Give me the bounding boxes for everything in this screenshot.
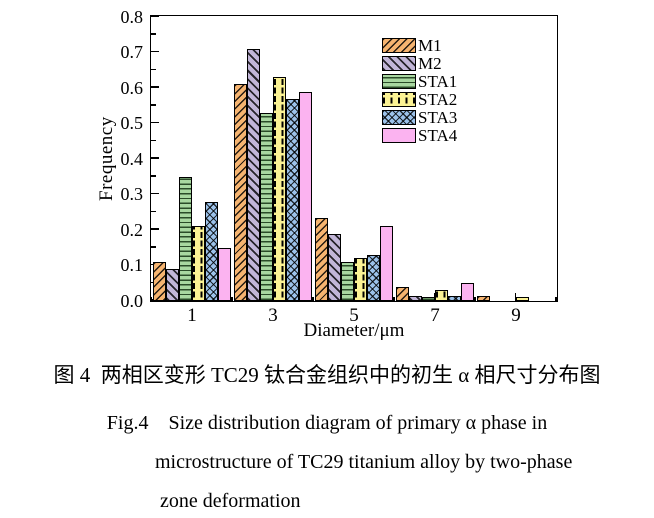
y-tick-label: 0.2 <box>120 219 144 240</box>
y-major-tick <box>151 86 159 88</box>
x-minor-tick <box>474 296 476 301</box>
legend-label-sta1: STA1 <box>418 71 458 91</box>
bar-sta4-d3 <box>298 91 312 301</box>
caption-english-2: microstructure of TC29 titanium alloy by… <box>155 451 573 473</box>
y-tick-label: 0.3 <box>120 184 144 204</box>
legend-label-sta3: STA3 <box>418 107 458 127</box>
bar-m1-d7 <box>395 286 409 301</box>
bar-sta3-d3 <box>285 98 299 301</box>
y-minor-tick <box>151 210 156 212</box>
x-tick-label: 3 <box>268 305 278 326</box>
x-tick-label: 5 <box>349 305 359 326</box>
x-major-tick <box>514 293 517 301</box>
legend-label-m2: M2 <box>418 53 442 73</box>
plot-area <box>150 15 558 302</box>
bar-m1-d3 <box>233 84 247 301</box>
y-tick-label: 0.5 <box>120 113 144 133</box>
caption-english-3: zone deformation <box>160 490 301 512</box>
legend-swatch-m1 <box>382 37 416 53</box>
y-minor-tick <box>151 104 156 106</box>
bar-sta4-d7 <box>460 283 474 301</box>
bar-sta4-d1 <box>217 247 231 301</box>
bar-sta4-d5 <box>379 226 393 301</box>
chart: Frequency Diameter/μm M1 M2 STA1 STA2 <box>96 6 558 341</box>
bar-m1-d5 <box>314 217 328 301</box>
bar-m2-d5 <box>327 233 341 301</box>
bar-m1-d9 <box>476 296 490 301</box>
bar-sta3-d1 <box>204 201 218 301</box>
bar-sta2-d7 <box>434 290 448 301</box>
x-minor-tick <box>312 296 314 301</box>
y-minor-tick <box>151 33 156 35</box>
x-minor-tick <box>393 296 395 301</box>
legend-swatch-sta4 <box>382 127 416 143</box>
y-minor-tick <box>151 139 156 141</box>
legend-item-m2: M2 <box>382 54 457 72</box>
y-tick-label: 0.0 <box>120 290 144 311</box>
bar-sta3-d7 <box>447 295 461 301</box>
x-minor-tick <box>150 296 152 301</box>
y-tick-label: 0.1 <box>120 255 144 275</box>
caption-chinese: 图 4 两相区变形 TC29 钛合金组织中的初生 α 相尺寸分布图 <box>53 363 601 387</box>
x-tick-label: 9 <box>511 305 521 326</box>
legend-swatch-sta1 <box>382 73 416 89</box>
caption-english-1: Fig.4 Size distribution diagram of prima… <box>106 412 548 434</box>
bar-sta2-d3 <box>272 77 286 301</box>
x-minor-tick <box>555 296 557 301</box>
bar-sta3-d5 <box>366 254 380 301</box>
legend-item-sta4: STA4 <box>382 126 457 144</box>
legend-item-sta2: STA2 <box>382 90 457 108</box>
y-minor-tick <box>151 175 156 177</box>
legend-swatch-sta3 <box>382 109 416 125</box>
bar-sta1-d1 <box>178 176 192 301</box>
y-major-tick <box>151 228 159 230</box>
bar-m1-d1 <box>152 261 166 301</box>
x-axis-title: Diameter/μm <box>303 320 405 341</box>
legend-label-sta2: STA2 <box>418 89 458 109</box>
y-tick-label: 0.7 <box>120 42 144 62</box>
legend-item-sta3: STA3 <box>382 108 457 126</box>
legend-label-m1: M1 <box>418 35 442 55</box>
x-tick-label: 1 <box>187 305 197 326</box>
y-major-tick <box>151 15 159 17</box>
y-major-tick <box>151 192 159 195</box>
bar-m2-d1 <box>165 269 179 301</box>
legend-swatch-sta2 <box>382 91 416 107</box>
bar-sta1-d7 <box>421 297 435 301</box>
x-tick-label: 7 <box>430 305 440 326</box>
bar-sta1-d3 <box>259 112 273 301</box>
legend-item-m1: M1 <box>382 36 457 54</box>
y-tick-label: 0.6 <box>120 77 144 98</box>
y-tick-label: 0.4 <box>120 148 144 169</box>
bar-sta2-d1 <box>191 226 205 301</box>
bar-sta2-d9 <box>515 297 529 301</box>
y-major-tick <box>151 157 159 159</box>
legend-item-sta1: STA1 <box>382 72 457 90</box>
y-tick-label: 0.8 <box>120 6 144 27</box>
bar-m2-d3 <box>246 48 260 301</box>
legend-swatch-m2 <box>382 55 416 71</box>
bar-sta1-d5 <box>340 261 354 301</box>
x-minor-tick <box>231 296 233 301</box>
legend-label-sta4: STA4 <box>418 125 458 145</box>
y-major-tick <box>151 50 159 53</box>
y-minor-tick <box>151 246 156 248</box>
y-minor-tick <box>151 68 156 70</box>
bar-sta2-d5 <box>353 258 367 301</box>
y-major-tick <box>151 121 159 124</box>
bar-m2-d7 <box>408 295 422 301</box>
legend: M1 M2 STA1 STA2 STA3 STA4 <box>382 36 457 144</box>
